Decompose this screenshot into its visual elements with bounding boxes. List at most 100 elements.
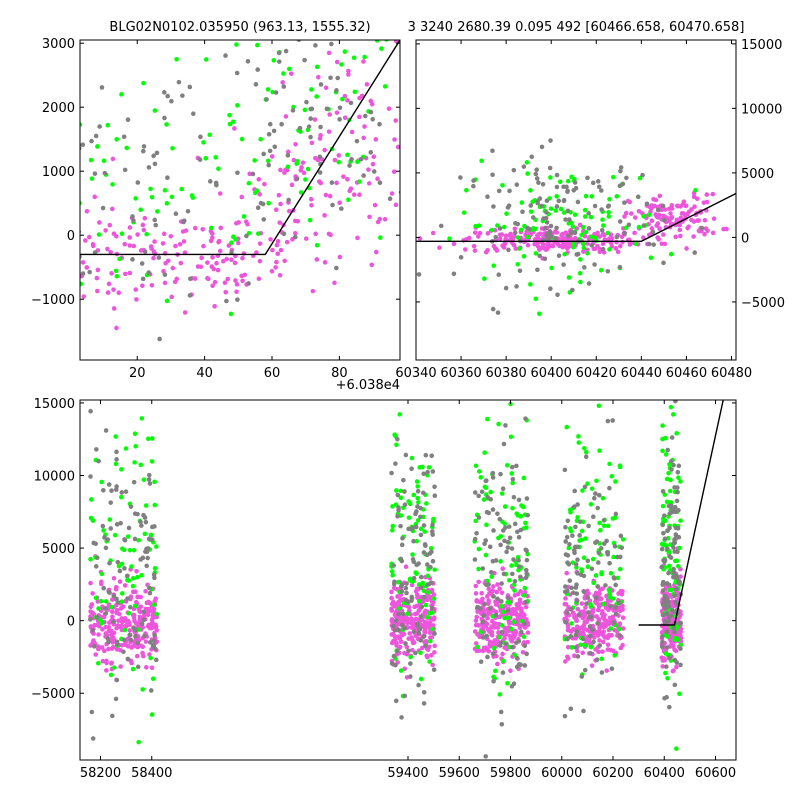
data-point-magenta [106, 646, 111, 652]
data-point-magenta [327, 112, 332, 117]
data-point-gray [152, 161, 158, 167]
data-point-magenta [111, 231, 117, 237]
data-point-green [579, 232, 585, 238]
data-point-magenta [117, 579, 123, 584]
y-tick-label: 0 [67, 229, 75, 244]
data-point-green [509, 471, 515, 476]
data-point-magenta [118, 664, 123, 669]
data-point-green [93, 595, 99, 601]
data-point-green [600, 495, 606, 501]
data-point-magenta [681, 199, 687, 204]
data-point-gray [418, 532, 424, 538]
data-point-green [305, 166, 311, 172]
data-point-green [209, 225, 214, 231]
data-point-gray [586, 523, 591, 529]
data-point-green [678, 642, 684, 648]
data-point-magenta [710, 191, 716, 197]
data-point-magenta [451, 241, 457, 247]
data-point-green [508, 434, 514, 440]
data-point-green [571, 244, 576, 250]
data-point-magenta [210, 283, 215, 289]
data-point-gray [573, 645, 579, 650]
data-point-gray [371, 169, 377, 174]
data-point-magenta [512, 593, 518, 598]
data-point-gray [562, 467, 568, 473]
data-point-magenta [629, 211, 634, 216]
data-point-magenta [615, 249, 621, 255]
data-point-green [522, 585, 528, 591]
data-point-gray [568, 606, 574, 612]
data-point-gray [197, 157, 203, 162]
data-point-magenta [317, 136, 323, 141]
data-point-gray [509, 684, 515, 689]
data-point-magenta [357, 192, 362, 198]
data-point-gray [498, 471, 503, 477]
data-point-gray [110, 713, 115, 719]
data-point-magenta [492, 638, 498, 643]
data-point-green [516, 246, 522, 251]
data-point-magenta [494, 247, 499, 252]
data-point-magenta [236, 220, 241, 225]
data-point-gray [571, 590, 576, 596]
data-point-gray [113, 487, 119, 492]
data-point-gray [660, 582, 665, 587]
data-point-magenta [595, 230, 600, 236]
data-point-gray [617, 183, 623, 189]
data-point-magenta [575, 648, 580, 654]
data-point-gray [370, 211, 375, 216]
data-point-magenta [120, 604, 126, 609]
data-point-magenta [704, 192, 710, 197]
data-point-magenta [516, 622, 522, 628]
data-point-green [579, 568, 585, 574]
data-point-gray [522, 663, 528, 668]
data-point-magenta [661, 232, 666, 237]
data-point-gray [130, 257, 135, 262]
data-point-magenta [597, 249, 603, 255]
data-point-magenta [368, 98, 374, 104]
data-point-magenta [326, 129, 332, 134]
data-point-green [230, 119, 236, 125]
data-point-gray [567, 578, 573, 583]
data-point-green [285, 164, 291, 170]
data-point-magenta [152, 239, 157, 244]
data-point-gray [92, 644, 97, 649]
data-point-green [499, 603, 504, 609]
data-point-green [422, 529, 428, 534]
data-point-gray [613, 605, 618, 610]
data-point-gray [554, 184, 560, 190]
data-point-green [576, 440, 582, 445]
data-point-gray [581, 708, 586, 714]
data-point-magenta [674, 664, 679, 670]
data-point-gray [131, 479, 137, 485]
data-point-green [676, 475, 681, 480]
data-point-gray [575, 502, 580, 507]
data-point-green [582, 445, 587, 451]
data-point-magenta [424, 123, 429, 128]
data-point-gray [485, 494, 491, 500]
data-point-green [660, 423, 665, 428]
data-point-gray [73, 193, 78, 198]
data-point-green [482, 450, 487, 455]
data-point-magenta [655, 215, 661, 220]
data-point-green [572, 212, 578, 217]
data-point-magenta [475, 632, 480, 637]
data-point-green [130, 575, 136, 581]
data-point-gray [335, 75, 340, 81]
data-point-green [531, 226, 536, 231]
data-point-green [140, 687, 146, 692]
data-point-magenta [486, 586, 492, 592]
data-point-magenta [597, 638, 602, 643]
data-point-gray [429, 549, 434, 555]
data-point-green [591, 580, 596, 586]
data-point-gray [493, 558, 499, 563]
data-point-gray [421, 471, 427, 477]
y-tick-label: 15000 [741, 38, 782, 53]
data-point-magenta [405, 616, 410, 622]
data-point-magenta [597, 234, 603, 239]
data-point-magenta [483, 249, 489, 255]
data-point-green [521, 634, 527, 640]
data-point-gray [609, 666, 615, 671]
data-point-green [610, 596, 616, 601]
data-point-gray [180, 93, 185, 98]
data-point-green [583, 643, 589, 648]
